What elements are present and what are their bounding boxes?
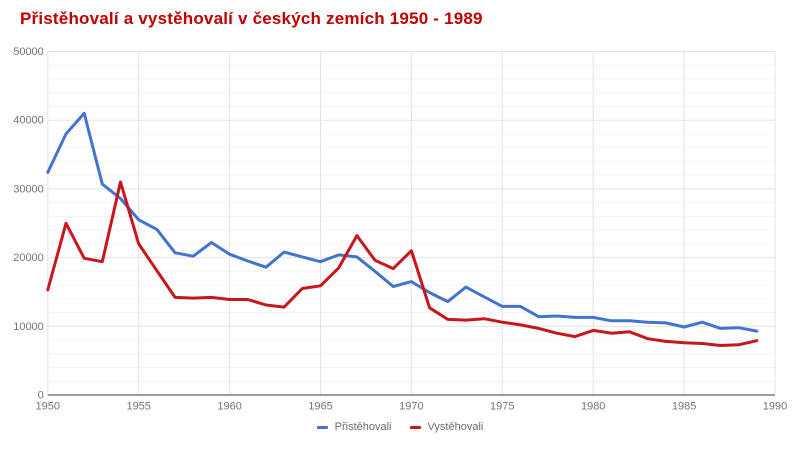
y-tick-label-30000: 30000 [13,183,44,195]
x-tick-label-1955: 1955 [126,401,150,413]
chart-legend: Přistěhovali Vystěhovali [0,421,800,433]
legend-label-pristehovali: Přistěhovali [334,421,392,433]
y-tick-label-40000: 40000 [13,115,44,127]
x-tick-label-1990: 1990 [763,401,787,413]
series-line-vystehovali [46,180,759,347]
y-axis-labels: 0 10000 20000 30000 40000 50000 [13,46,44,402]
pristehovali-series-swatch-icon [316,425,328,429]
chart-title: Přistěhovalí a vystěhovalí v českých zem… [20,9,483,28]
x-axis-labels: 1950 1955 1960 1965 1970 1975 1980 1985 1990 [36,401,788,413]
x-tick-label-1950: 1950 [36,401,60,413]
legend-item-pristehovali: Přistěhovali [316,421,392,433]
x-gridlines [47,51,776,395]
x-tick-label-1980: 1980 [581,401,605,413]
y-tick-label-10000: 10000 [13,321,44,333]
legend-item-vystehovali: Vystěhovali [409,421,484,433]
x-tick-label-1975: 1975 [490,401,514,413]
y-tick-label-0: 0 [38,390,44,402]
x-tick-label-1970: 1970 [399,401,423,413]
series-line-pristehovali [46,111,759,333]
vystehovali-series-swatch-icon [409,425,421,429]
x-tick-label-1985: 1985 [672,401,696,413]
x-tick-label-1965: 1965 [308,401,332,413]
x-tick-label-1960: 1960 [217,401,241,413]
legend-label-vystehovali: Vystěhovali [427,421,484,433]
y-tick-label-20000: 20000 [13,252,44,264]
y-tick-label-50000: 50000 [13,46,44,58]
